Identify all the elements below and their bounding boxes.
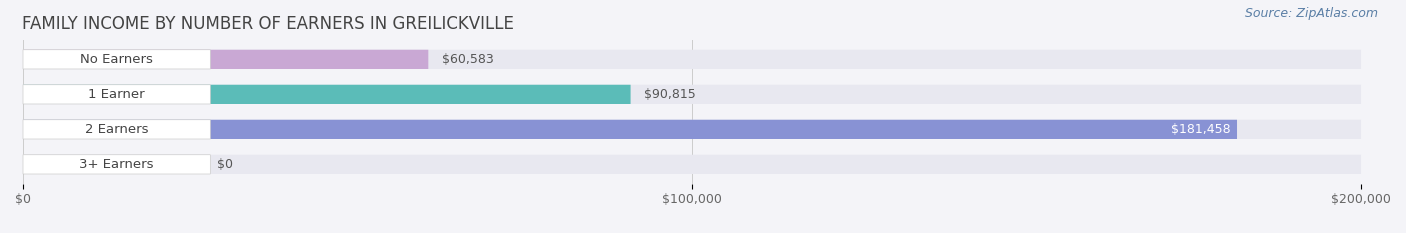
FancyBboxPatch shape (22, 85, 630, 104)
FancyBboxPatch shape (22, 155, 211, 174)
FancyBboxPatch shape (22, 50, 211, 69)
Text: 3+ Earners: 3+ Earners (79, 158, 153, 171)
Text: No Earners: No Earners (80, 53, 153, 66)
Text: $181,458: $181,458 (1171, 123, 1230, 136)
FancyBboxPatch shape (22, 50, 1361, 69)
FancyBboxPatch shape (22, 50, 429, 69)
FancyBboxPatch shape (22, 155, 1361, 174)
Text: 1 Earner: 1 Earner (89, 88, 145, 101)
Text: 2 Earners: 2 Earners (84, 123, 149, 136)
Text: FAMILY INCOME BY NUMBER OF EARNERS IN GREILICKVILLE: FAMILY INCOME BY NUMBER OF EARNERS IN GR… (21, 15, 513, 33)
FancyBboxPatch shape (22, 120, 1237, 139)
Text: Source: ZipAtlas.com: Source: ZipAtlas.com (1244, 7, 1378, 20)
FancyBboxPatch shape (22, 120, 211, 139)
Text: $0: $0 (217, 158, 233, 171)
FancyBboxPatch shape (22, 85, 211, 104)
Text: $90,815: $90,815 (644, 88, 696, 101)
FancyBboxPatch shape (22, 85, 1361, 104)
FancyBboxPatch shape (22, 120, 1361, 139)
Text: $60,583: $60,583 (441, 53, 494, 66)
